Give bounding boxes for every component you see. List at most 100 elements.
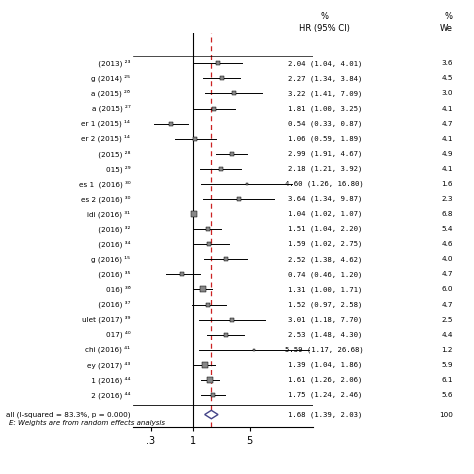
- Text: g (2016) ¹⁵: g (2016) ¹⁵: [91, 255, 130, 263]
- Text: 017) ⁴⁰: 017) ⁴⁰: [106, 331, 130, 338]
- Text: es 1  (2016) ³⁰: es 1 (2016) ³⁰: [79, 180, 130, 188]
- Point: [191, 135, 199, 143]
- Text: 4.7: 4.7: [441, 271, 453, 277]
- Text: 4.1: 4.1: [441, 166, 453, 172]
- Text: %: %: [445, 12, 453, 21]
- Text: 1.6: 1.6: [441, 181, 453, 187]
- Text: er 2 (2015) ¹⁴: er 2 (2015) ¹⁴: [82, 135, 130, 143]
- Point: [228, 316, 236, 323]
- Text: es 2 (2016) ³⁰: es 2 (2016) ³⁰: [81, 195, 130, 203]
- Text: 4.1: 4.1: [441, 106, 453, 111]
- Text: 2.52 (1.38, 4.62): 2.52 (1.38, 4.62): [288, 256, 362, 263]
- Text: 3.64 (1.34, 9.87): 3.64 (1.34, 9.87): [288, 196, 362, 202]
- Text: 1.75 (1.24, 2.46): 1.75 (1.24, 2.46): [288, 392, 362, 398]
- Point: [217, 165, 224, 173]
- Text: 1.59 (1.02, 2.75): 1.59 (1.02, 2.75): [288, 241, 362, 247]
- Text: (2016) ³²: (2016) ³²: [96, 225, 130, 233]
- Text: %: %: [321, 12, 328, 21]
- Text: 2.04 (1.04, 4.01): 2.04 (1.04, 4.01): [288, 60, 362, 66]
- Text: 1.39 (1.04, 1.86): 1.39 (1.04, 1.86): [288, 362, 362, 368]
- Text: 2.18 (1.21, 3.92): 2.18 (1.21, 3.92): [288, 165, 362, 172]
- Point: [228, 150, 236, 157]
- Text: 2 (2016) ⁴⁴: 2 (2016) ⁴⁴: [89, 391, 130, 399]
- Point: [204, 301, 211, 308]
- Text: ey (2017) ⁴³: ey (2017) ⁴³: [87, 361, 130, 369]
- Text: HR (95% CI): HR (95% CI): [299, 24, 350, 33]
- Point: [206, 376, 214, 383]
- Text: 6.0: 6.0: [441, 286, 453, 292]
- Text: E: Weights are from random effects analysis: E: Weights are from random effects analy…: [9, 420, 165, 426]
- Point: [218, 74, 226, 82]
- Text: 1.04 (1.02, 1.07): 1.04 (1.02, 1.07): [288, 211, 362, 217]
- Text: 3.6: 3.6: [441, 60, 453, 66]
- Text: 3.22 (1.41, 7.09): 3.22 (1.41, 7.09): [288, 90, 362, 97]
- Text: 1.68 (1.39, 2.03): 1.68 (1.39, 2.03): [288, 411, 362, 418]
- Text: 3.0: 3.0: [441, 91, 453, 97]
- Polygon shape: [205, 410, 218, 419]
- Text: 016) ³⁶: 016) ³⁶: [106, 286, 130, 293]
- Text: 1.51 (1.04, 2.20): 1.51 (1.04, 2.20): [288, 226, 362, 232]
- Text: (2016) ³⁵: (2016) ³⁵: [96, 271, 130, 278]
- Point: [209, 391, 217, 399]
- Text: 4.5: 4.5: [441, 75, 453, 82]
- Point: [204, 225, 211, 233]
- Text: 5.59 (1.17, 26.68): 5.59 (1.17, 26.68): [285, 346, 364, 353]
- Text: idi (2016) ³¹: idi (2016) ³¹: [87, 210, 130, 218]
- Point: [235, 195, 242, 203]
- Point: [191, 210, 198, 218]
- Text: 5.9: 5.9: [441, 362, 453, 368]
- Text: ulet (2017) ³⁹: ulet (2017) ³⁹: [82, 316, 130, 323]
- Text: 1.52 (0.97, 2.58): 1.52 (0.97, 2.58): [288, 301, 362, 308]
- Text: (2013) ²³: (2013) ²³: [96, 60, 130, 67]
- Point: [243, 180, 251, 188]
- Text: 3.01 (1.18, 7.70): 3.01 (1.18, 7.70): [288, 316, 362, 323]
- Text: a (2015) ²⁷: a (2015) ²⁷: [91, 105, 130, 112]
- Text: chi (2016) ⁴¹: chi (2016) ⁴¹: [85, 346, 130, 354]
- Text: g (2014) ²⁵: g (2014) ²⁵: [91, 74, 130, 82]
- Text: 1.06 (0.59, 1.89): 1.06 (0.59, 1.89): [288, 136, 362, 142]
- Text: (2016) ³⁴: (2016) ³⁴: [96, 240, 130, 248]
- Text: 5.6: 5.6: [441, 392, 453, 398]
- Text: 4.9: 4.9: [441, 151, 453, 157]
- Text: 1.61 (1.26, 2.06): 1.61 (1.26, 2.06): [288, 377, 362, 383]
- Text: 0.54 (0.33, 0.87): 0.54 (0.33, 0.87): [288, 120, 362, 127]
- Point: [179, 271, 186, 278]
- Point: [168, 120, 175, 128]
- Text: 6.1: 6.1: [441, 377, 453, 383]
- Text: We: We: [440, 24, 453, 33]
- Text: 1.31 (1.00, 1.71): 1.31 (1.00, 1.71): [288, 286, 362, 292]
- Point: [250, 346, 257, 354]
- Text: 4.0: 4.0: [441, 256, 453, 262]
- Text: 2.53 (1.48, 4.30): 2.53 (1.48, 4.30): [288, 331, 362, 338]
- Text: er 1 (2015) ¹⁴: er 1 (2015) ¹⁴: [82, 120, 130, 128]
- Point: [230, 90, 238, 97]
- Text: 100: 100: [439, 411, 453, 418]
- Text: 6.8: 6.8: [441, 211, 453, 217]
- Text: 0.74 (0.46, 1.20): 0.74 (0.46, 1.20): [288, 271, 362, 278]
- Text: all (I-squared = 83.3%, p = 0.000): all (I-squared = 83.3%, p = 0.000): [6, 411, 130, 418]
- Text: (2016) ³⁷: (2016) ³⁷: [96, 301, 130, 308]
- Text: 5.4: 5.4: [441, 226, 453, 232]
- Text: 1.81 (1.00, 3.25): 1.81 (1.00, 3.25): [288, 105, 362, 112]
- Text: 2.3: 2.3: [441, 196, 453, 202]
- Text: 015) ²⁹: 015) ²⁹: [106, 165, 130, 173]
- Text: (2015) ²⁸: (2015) ²⁸: [96, 150, 130, 157]
- Point: [201, 361, 209, 369]
- Text: 4.1: 4.1: [441, 136, 453, 142]
- Point: [210, 105, 218, 112]
- Point: [222, 331, 229, 338]
- Text: a (2015) ²⁶: a (2015) ²⁶: [91, 90, 130, 97]
- Text: 1.2: 1.2: [441, 346, 453, 353]
- Text: 2.27 (1.34, 3.84): 2.27 (1.34, 3.84): [288, 75, 362, 82]
- Text: 4.6: 4.6: [441, 241, 453, 247]
- Text: 4.7: 4.7: [441, 301, 453, 308]
- Text: 2.99 (1.91, 4.67): 2.99 (1.91, 4.67): [288, 151, 362, 157]
- Text: 1 (2016) ⁴⁴: 1 (2016) ⁴⁴: [89, 376, 130, 383]
- Point: [214, 60, 222, 67]
- Point: [222, 255, 229, 263]
- Text: 4.7: 4.7: [441, 120, 453, 127]
- Point: [206, 240, 213, 248]
- Text: 4.4: 4.4: [441, 332, 453, 337]
- Point: [199, 286, 206, 293]
- Text: 4.60 (1.26, 16.80): 4.60 (1.26, 16.80): [285, 181, 364, 187]
